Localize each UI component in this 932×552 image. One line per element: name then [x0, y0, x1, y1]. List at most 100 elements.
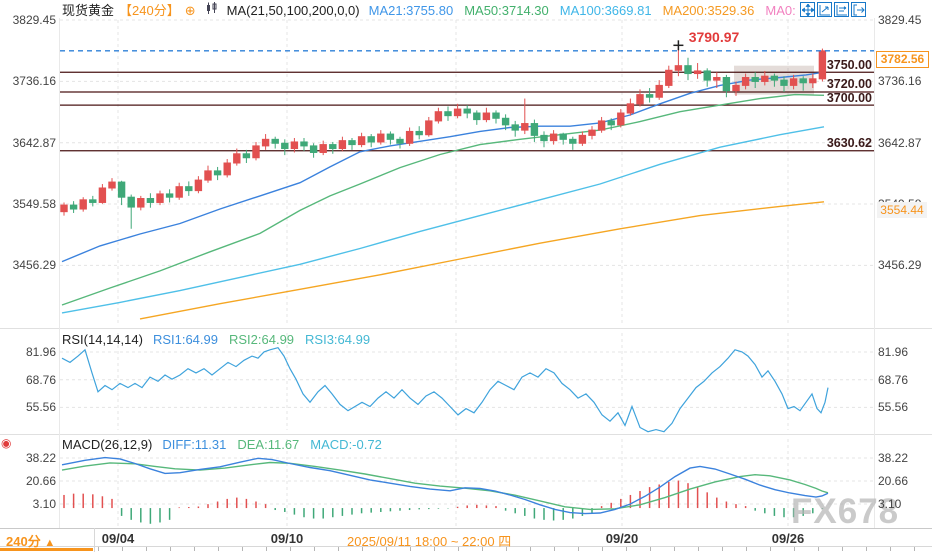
x-axis-date: 09/26 [771, 531, 805, 546]
candle-body [636, 94, 644, 105]
candle-body [261, 138, 270, 147]
y-axis-tick: 3456.29 [878, 258, 922, 273]
y-axis-tick: 38.22 [878, 451, 909, 465]
chart-toolbar [800, 2, 866, 17]
x-axis-date: 09/10 [270, 531, 304, 546]
period-selector[interactable]: 【240分】 [119, 2, 180, 18]
candle-body [549, 133, 558, 142]
y-axis-tick: 3.10 [32, 497, 56, 511]
candle-body [684, 65, 692, 75]
x-axis-minor-tick [482, 547, 483, 551]
candle-body [521, 123, 529, 131]
candle-body [348, 140, 356, 146]
candle-body [722, 77, 731, 92]
candle-body [693, 70, 702, 75]
candle-body [223, 162, 231, 176]
x-axis-minor-tick [914, 547, 915, 551]
x-axis-minor-tick [626, 547, 627, 551]
candle-body [242, 153, 251, 159]
y-axis-tick: 68.76 [878, 372, 909, 387]
candle-body [809, 78, 817, 84]
candle-body [453, 108, 462, 117]
x-axis-minor-tick [866, 547, 867, 551]
ma-legend: MA21:3755.80 MA50:3714.30 MA100:3669.81 MA2… [369, 3, 796, 18]
watermark: FX678 [791, 492, 900, 531]
candle-body [357, 136, 366, 146]
selected-candle-range: 2025/09/11 18:00 ~ 22:00 四 [347, 534, 512, 549]
level-label: 3700.00 [826, 90, 872, 105]
candle-body [377, 133, 385, 143]
diff-line [61, 456, 829, 515]
candle-body [137, 198, 145, 208]
add-indicator-icon[interactable]: ⊕ [184, 2, 196, 18]
ma21-line [61, 71, 825, 263]
candle-body [60, 204, 68, 213]
level-label: 3630.62 [826, 136, 872, 151]
legend-value: MA21:3755.80 [368, 2, 454, 18]
axis-scale-tool-icon[interactable] [834, 2, 849, 17]
plot-right-border [874, 18, 875, 528]
x-axis-minor-tick [746, 547, 747, 551]
x-axis-minor-tick [578, 547, 579, 551]
x-axis-minor-tick [890, 547, 891, 551]
y-axis-tick: 81.96 [878, 345, 909, 359]
x-axis-minor-tick [458, 547, 459, 551]
x-axis-minor-tick [98, 547, 99, 551]
x-axis-date: 09/04 [101, 531, 135, 546]
rsi-pane[interactable] [60, 333, 874, 430]
candle-body [89, 199, 97, 203]
candle-body [569, 138, 577, 144]
candle-body [818, 50, 827, 80]
popout-tool-icon[interactable] [851, 2, 866, 17]
candle-body [770, 75, 779, 81]
candle-body [271, 138, 279, 144]
x-axis-minor-tick [818, 547, 819, 551]
y-axis-tick: 20.66 [25, 474, 56, 488]
candle-body [780, 79, 788, 86]
y-axis-tick: 55.56 [878, 400, 909, 415]
legend-value: MA100:3669.81 [559, 2, 652, 18]
x-axis-minor-tick [194, 547, 195, 551]
x-axis-minor-tick [290, 547, 291, 551]
ma200-price-tag: 3554.44 [877, 202, 927, 218]
candle-body [204, 170, 212, 181]
candle-body [617, 112, 625, 126]
x-axis-minor-tick [602, 547, 603, 551]
x-axis-minor-tick [842, 547, 843, 551]
level-label: 3750.00 [826, 57, 872, 72]
y-axis-tick: 3.10 [878, 497, 902, 511]
candle-body [405, 130, 414, 144]
rsi-title: RSI(14,14,14) [62, 332, 143, 347]
macd-pane[interactable] [60, 439, 874, 526]
x-axis-minor-tick [674, 547, 675, 551]
candle-body [194, 179, 203, 192]
candle-body [761, 75, 769, 82]
candle-body [319, 144, 327, 153]
x-axis-minor-tick [530, 547, 531, 551]
candle-body [233, 153, 241, 164]
candle-body [98, 187, 107, 203]
level-label: 3720.00 [826, 77, 872, 92]
symbol-name: 现货黄金 [62, 2, 115, 18]
candle-body [252, 145, 260, 159]
legend-value: RSI2:64.99 [228, 332, 295, 347]
period-tab[interactable]: 240分 ▲ [6, 534, 56, 549]
main-chart-pane[interactable] [60, 20, 874, 326]
candle-body [117, 181, 126, 198]
move-tool-icon[interactable] [800, 2, 815, 17]
candle-body [501, 117, 510, 126]
x-axis-minor-tick [242, 547, 243, 551]
y-axis-tick: 81.96 [25, 345, 56, 359]
candle-body [367, 136, 375, 143]
rsi-line [61, 347, 829, 433]
macd-pane-icon[interactable]: ◉ [1, 436, 12, 450]
candle-body [799, 78, 807, 84]
macd-header: MACD(26,12,9) DIFF:11.31 DEA:11.67 MACD:-0… [62, 437, 382, 452]
candle-body [281, 142, 289, 150]
candle-body [674, 65, 683, 71]
fit-range-tool-icon[interactable] [817, 2, 832, 17]
candle-body [578, 134, 587, 144]
candle-body [482, 112, 491, 121]
y-axis-tick: 20.66 [878, 474, 909, 488]
